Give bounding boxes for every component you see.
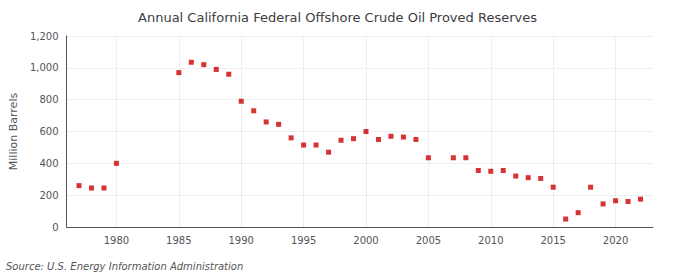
svg-text:1985: 1985 [166,235,191,246]
svg-text:Million Barrels: Million Barrels [7,93,20,171]
svg-text:2000: 2000 [353,235,378,246]
svg-text:1995: 1995 [291,235,316,246]
svg-text:2010: 2010 [478,235,503,246]
svg-text:200: 200 [39,190,58,201]
svg-text:Source: U.S. Energy Informatio: Source: U.S. Energy Information Administ… [6,261,243,272]
svg-text:800: 800 [39,94,58,105]
svg-text:2005: 2005 [416,235,441,246]
svg-text:1980: 1980 [104,235,129,246]
svg-text:1990: 1990 [228,235,253,246]
svg-text:600: 600 [39,126,58,137]
svg-text:1,000: 1,000 [30,62,59,73]
svg-text:2015: 2015 [540,235,565,246]
svg-text:2020: 2020 [603,235,628,246]
svg-text:1,200: 1,200 [30,31,59,42]
svg-text:0: 0 [52,222,58,233]
svg-text:400: 400 [39,158,58,169]
svg-text:Annual California Federal Offs: Annual California Federal Offshore Crude… [138,10,537,25]
